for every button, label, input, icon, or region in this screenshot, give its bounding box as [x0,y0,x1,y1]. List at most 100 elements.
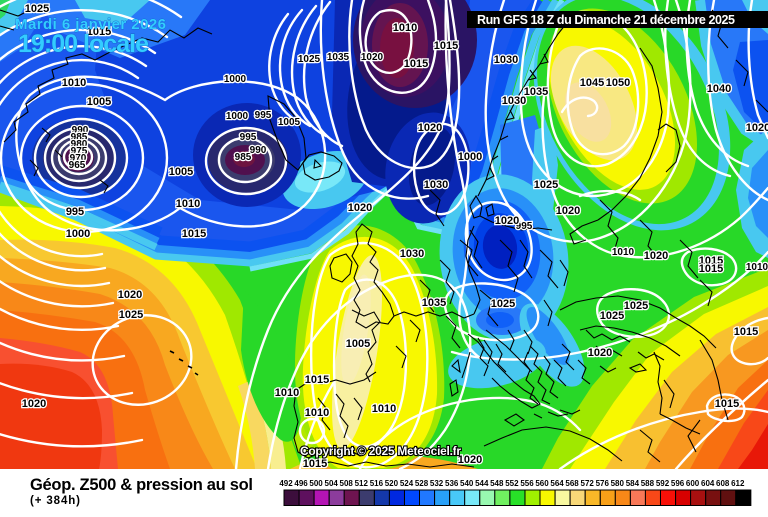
svg-text:604: 604 [701,479,715,488]
svg-text:990: 990 [250,145,267,156]
svg-text:980: 980 [71,139,88,150]
svg-text:1025: 1025 [624,300,648,312]
svg-text:1045: 1045 [580,77,604,89]
svg-text:612: 612 [731,479,745,488]
svg-text:1020: 1020 [644,250,668,262]
svg-text:Run GFS 18 Z du Dimanche 21 dé: Run GFS 18 Z du Dimanche 21 décembre 202… [477,13,735,27]
svg-text:1010: 1010 [275,387,299,399]
svg-text:568: 568 [565,479,579,488]
svg-text:1035: 1035 [327,52,350,63]
svg-text:1025: 1025 [119,309,143,321]
svg-text:1015: 1015 [87,26,111,38]
svg-text:560: 560 [535,479,549,488]
svg-text:1030: 1030 [494,54,518,66]
svg-text:990: 990 [72,125,89,136]
svg-text:1035: 1035 [422,297,446,309]
svg-text:576: 576 [596,479,610,488]
svg-text:1030: 1030 [424,179,448,191]
svg-text:508: 508 [340,479,354,488]
svg-text:985: 985 [71,132,88,143]
svg-text:1000: 1000 [226,111,249,122]
svg-text:596: 596 [671,479,685,488]
svg-text:Mardi 6 janvier 2026: Mardi 6 janvier 2026 [15,16,166,33]
svg-text:1015: 1015 [434,40,458,52]
svg-text:556: 556 [520,479,534,488]
svg-text:1010: 1010 [612,247,635,258]
svg-text:1015: 1015 [182,228,206,240]
svg-text:552: 552 [505,479,519,488]
svg-text:548: 548 [490,479,504,488]
svg-text:1010: 1010 [746,262,768,273]
svg-text:1010: 1010 [372,403,396,415]
svg-text:995: 995 [66,206,84,218]
svg-text:524: 524 [400,479,414,488]
svg-text:528: 528 [415,479,429,488]
svg-text:592: 592 [656,479,670,488]
svg-text:985: 985 [235,152,252,163]
svg-text:1015: 1015 [404,58,428,70]
svg-text:1015: 1015 [305,374,329,386]
svg-text:19:00 locale: 19:00 locale [18,30,149,58]
svg-text:965: 965 [69,160,86,171]
svg-text:1020: 1020 [418,122,442,134]
svg-text:564: 564 [550,479,564,488]
svg-text:580: 580 [611,479,625,488]
svg-text:496: 496 [294,479,308,488]
svg-text:1020: 1020 [118,289,142,301]
svg-text:1020: 1020 [458,454,482,466]
svg-text:1010: 1010 [305,407,329,419]
svg-text:1005: 1005 [278,117,301,128]
svg-text:1015: 1015 [715,398,739,410]
svg-text:512: 512 [355,479,369,488]
svg-text:1025: 1025 [491,298,515,310]
svg-text:1020: 1020 [348,202,372,214]
svg-text:520: 520 [385,479,399,488]
svg-text:1025: 1025 [534,179,558,191]
svg-text:1005: 1005 [346,338,370,350]
svg-text:600: 600 [686,479,700,488]
svg-text:500: 500 [309,479,323,488]
svg-text:1020: 1020 [495,215,519,227]
svg-text:540: 540 [460,479,474,488]
svg-text:516: 516 [370,479,384,488]
svg-text:995: 995 [516,221,533,232]
svg-text:1020: 1020 [22,398,46,410]
svg-text:1005: 1005 [169,166,193,178]
svg-text:1030: 1030 [502,95,526,107]
svg-text:532: 532 [430,479,444,488]
svg-text:1015: 1015 [303,458,327,470]
svg-text:1025: 1025 [298,54,321,65]
svg-text:Géop. Z500 & pression au sol: Géop. Z500 & pression au sol [30,476,253,494]
svg-text:1010: 1010 [62,77,86,89]
svg-text:(+ 384h): (+ 384h) [30,495,80,507]
svg-text:1000: 1000 [66,228,90,240]
svg-text:492: 492 [279,479,293,488]
svg-text:1015: 1015 [699,263,723,275]
svg-text:1005: 1005 [87,96,111,108]
svg-text:608: 608 [716,479,730,488]
svg-text:1030: 1030 [400,248,424,260]
svg-text:970: 970 [70,153,87,164]
svg-text:1050: 1050 [606,77,630,89]
svg-text:504: 504 [325,479,339,488]
svg-text:995: 995 [255,110,272,121]
svg-text:544: 544 [475,479,489,488]
svg-text:1010: 1010 [393,22,417,34]
svg-text:975: 975 [71,146,88,157]
svg-text:584: 584 [626,479,640,488]
svg-text:1000: 1000 [458,151,482,163]
svg-text:1000: 1000 [224,74,247,85]
svg-text:588: 588 [641,479,655,488]
svg-text:1025: 1025 [25,3,49,15]
svg-text:1035: 1035 [524,86,548,98]
svg-text:1020: 1020 [746,122,768,134]
svg-text:1020: 1020 [588,347,612,359]
svg-text:1040: 1040 [707,83,731,95]
svg-text:1015: 1015 [699,255,723,267]
svg-text:1015: 1015 [734,326,758,338]
svg-text:Copyright © 2025 Meteociel.fr: Copyright © 2025 Meteociel.fr [300,444,461,458]
svg-text:1020: 1020 [556,205,580,217]
svg-text:1025: 1025 [600,310,624,322]
svg-text:572: 572 [581,479,595,488]
svg-text:536: 536 [445,479,459,488]
